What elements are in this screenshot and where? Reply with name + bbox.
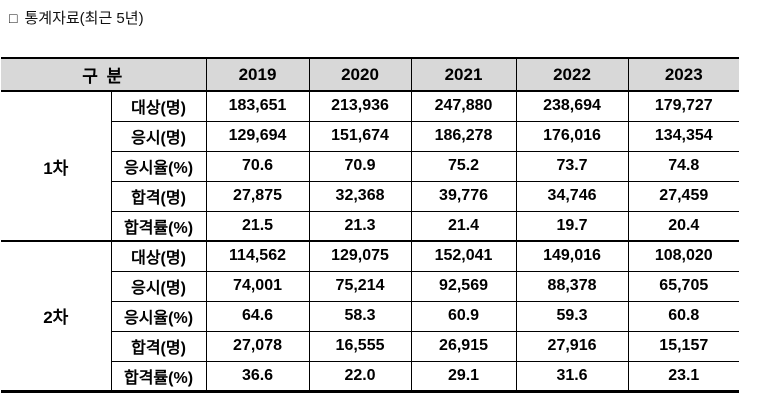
table-cell: 176,016 bbox=[515, 120, 629, 152]
table-cell: 27,459 bbox=[627, 180, 740, 212]
row-label-application-rate: 응시율(%) bbox=[111, 150, 207, 182]
column-header-year-2019: 2019 bbox=[205, 58, 310, 92]
section-label-round1: 1차 bbox=[1, 90, 112, 242]
column-header-category: 구 분 bbox=[1, 58, 207, 92]
table-row: 응시율(%) 64.6 58.3 60.9 59.3 60.8 bbox=[1, 300, 740, 332]
table-cell: 34,746 bbox=[515, 180, 629, 212]
row-label-passers: 합격(명) bbox=[111, 180, 207, 212]
table-cell: 75,214 bbox=[308, 270, 412, 302]
table-cell: 65,705 bbox=[627, 270, 740, 302]
table-cell: 108,020 bbox=[627, 240, 740, 272]
row-label-target: 대상(명) bbox=[110, 240, 207, 272]
table-cell: 60.8 bbox=[627, 300, 740, 332]
table-cell: 19.7 bbox=[515, 210, 629, 242]
column-header-year-2022: 2022 bbox=[515, 58, 629, 92]
table-cell: 129,075 bbox=[308, 240, 412, 272]
statistics-table: 구 분 2019 2020 2021 2022 2023 1차 대상(명) 18… bbox=[1, 57, 740, 393]
table-cell: 29.1 bbox=[410, 360, 517, 392]
page-title-text: 통계자료(최근 5년) bbox=[24, 10, 144, 27]
column-header-year-2023: 2023 bbox=[627, 58, 740, 92]
table-row: 응시(명) 74,001 75,214 92,569 88,378 65,705 bbox=[1, 270, 740, 302]
table-cell: 20.4 bbox=[627, 210, 740, 242]
row-label-passers: 합격(명) bbox=[111, 330, 207, 362]
table-cell: 92,569 bbox=[410, 270, 517, 302]
table-cell: 39,776 bbox=[410, 180, 517, 212]
square-bullet-icon: □ bbox=[9, 10, 18, 26]
table-row: 합격률(%) 21.5 21.3 21.4 19.7 20.4 bbox=[1, 210, 740, 242]
row-label-application-rate: 응시율(%) bbox=[111, 300, 207, 332]
table-cell: 26,915 bbox=[410, 330, 517, 362]
table-cell: 186,278 bbox=[410, 120, 517, 152]
table-cell: 36.6 bbox=[205, 360, 310, 392]
table-header-row: 구 분 2019 2020 2021 2022 2023 bbox=[1, 58, 740, 92]
table-cell: 70.6 bbox=[205, 150, 310, 182]
table-cell: 58.3 bbox=[308, 300, 412, 332]
row-label-pass-rate: 합격률(%) bbox=[111, 210, 207, 242]
table-cell: 23.1 bbox=[627, 360, 740, 392]
table-cell: 27,875 bbox=[205, 180, 310, 212]
table-row: 응시(명) 129,694 151,674 186,278 176,016 13… bbox=[1, 120, 740, 152]
table-cell: 149,016 bbox=[515, 240, 629, 272]
table-cell: 88,378 bbox=[515, 270, 629, 302]
table-cell: 74,001 bbox=[205, 270, 310, 302]
table-cell: 129,694 bbox=[205, 120, 310, 152]
table-cell: 60.9 bbox=[410, 300, 517, 332]
row-label-target: 대상(명) bbox=[110, 90, 207, 122]
table-cell: 21.5 bbox=[205, 210, 310, 242]
table-row: 응시율(%) 70.6 70.9 75.2 73.7 74.8 bbox=[1, 150, 740, 182]
table-cell: 32,368 bbox=[308, 180, 412, 212]
table-row: 합격(명) 27,078 16,555 26,915 27,916 15,157 bbox=[1, 330, 740, 362]
row-label-pass-rate: 합격률(%) bbox=[111, 360, 207, 392]
table-cell: 27,078 bbox=[205, 330, 310, 362]
table-cell: 16,555 bbox=[308, 330, 412, 362]
table-cell: 74.8 bbox=[627, 150, 740, 182]
table-cell: 179,727 bbox=[627, 90, 740, 122]
table-cell: 151,674 bbox=[308, 120, 412, 152]
table-cell: 59.3 bbox=[515, 300, 629, 332]
table-row: 2차 대상(명) 114,562 129,075 152,041 149,016… bbox=[1, 240, 740, 392]
table-cell: 134,354 bbox=[627, 120, 740, 152]
table-cell: 75.2 bbox=[410, 150, 517, 182]
table-cell: 64.6 bbox=[205, 300, 310, 332]
section-label-round2: 2차 bbox=[1, 240, 112, 392]
table-cell: 70.9 bbox=[308, 150, 412, 182]
row-label-applicants: 응시(명) bbox=[111, 270, 207, 302]
table-row: 합격률(%) 36.6 22.0 29.1 31.6 23.1 bbox=[1, 360, 740, 392]
table-cell: 21.3 bbox=[308, 210, 412, 242]
table-row: 1차 대상(명) 183,651 213,936 247,880 238,694… bbox=[1, 90, 740, 242]
table-cell: 238,694 bbox=[515, 90, 629, 122]
column-header-year-2021: 2021 bbox=[410, 58, 517, 92]
table-cell: 213,936 bbox=[308, 90, 412, 122]
table-row: 합격(명) 27,875 32,368 39,776 34,746 27,459 bbox=[1, 180, 740, 212]
row-label-applicants: 응시(명) bbox=[111, 120, 207, 152]
table-cell: 152,041 bbox=[410, 240, 517, 272]
table-cell: 27,916 bbox=[515, 330, 629, 362]
table-cell: 31.6 bbox=[515, 360, 629, 392]
table-cell: 114,562 bbox=[205, 240, 310, 272]
table-cell: 73.7 bbox=[515, 150, 629, 182]
page-title: □ 통계자료(최근 5년) bbox=[9, 7, 144, 28]
table-cell: 15,157 bbox=[627, 330, 740, 362]
table-cell: 247,880 bbox=[410, 90, 517, 122]
table-cell: 183,651 bbox=[205, 90, 310, 122]
column-header-year-2020: 2020 bbox=[308, 58, 412, 92]
table-cell: 21.4 bbox=[410, 210, 517, 242]
table-cell: 22.0 bbox=[308, 360, 412, 392]
